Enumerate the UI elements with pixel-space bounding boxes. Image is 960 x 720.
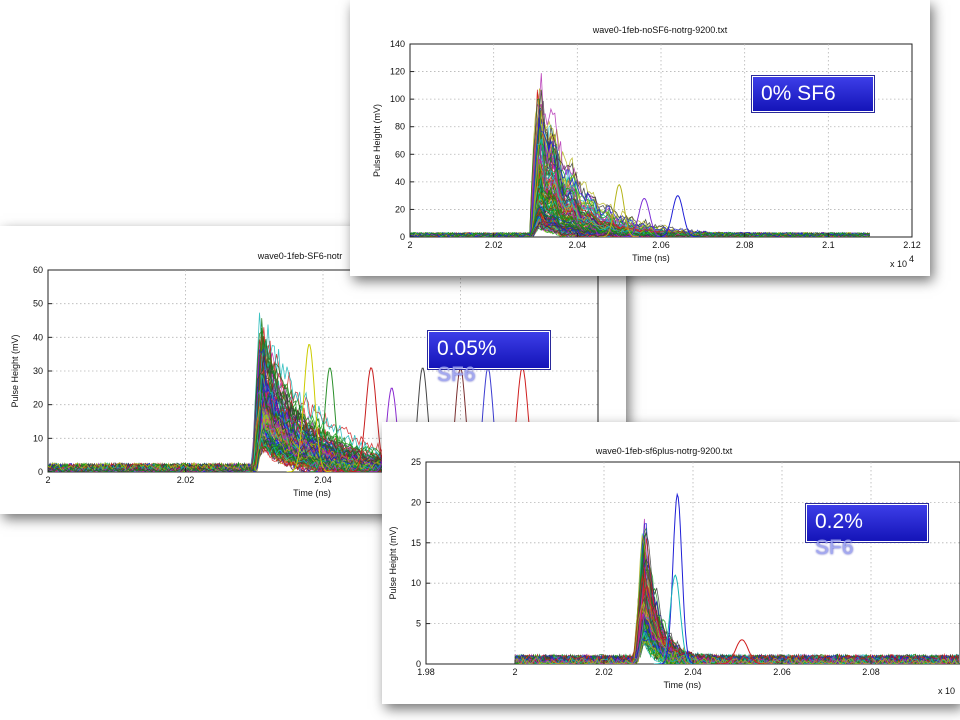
x-tick-label: 2.04: [684, 667, 702, 677]
chart-title: wave0-1feb-noSF6-notrg-9200.txt: [592, 25, 728, 35]
y-tick-label: 20: [33, 400, 43, 410]
y-axis-label: Pulse Height (mV): [372, 104, 382, 177]
x-tick-label: 2.12: [903, 240, 921, 250]
label-0pct-sf6: 0% SF6: [751, 75, 875, 113]
x-tick-label: 1.98: [417, 667, 435, 677]
chart-panel-nosf6: wave0-1feb-noSF6-notrg-9200.txt 2 2.02 2.04…: [350, 0, 930, 276]
trace-line: [410, 123, 870, 237]
y-tick-label: 40: [33, 332, 43, 342]
y-tick-label: 10: [33, 433, 43, 443]
x-tick-label: 2: [407, 240, 412, 250]
chart-nosf6: wave0-1feb-noSF6-notrg-9200.txt 2 2.02 2.04…: [372, 25, 921, 269]
chart-sf6plus: wave0-1feb-sf6plus-notrg-9200.txt 1.98 2 2.…: [388, 446, 960, 696]
y-tick-label: 20: [411, 497, 421, 507]
label-005pct-sf6-text: 0.05%: [437, 337, 497, 360]
secondary-pulse: [599, 184, 639, 237]
secondary-pulse: [655, 195, 700, 237]
x-tick-label: 2.02: [485, 240, 503, 250]
secondary-pulse: [621, 197, 667, 237]
x-tick-label: 2.08: [862, 667, 880, 677]
trace-line: [410, 193, 870, 237]
label-005pct-sf6: 0.05% SF6: [427, 330, 551, 386]
y-tick-label: 0: [416, 659, 421, 669]
y-axis-label: Pulse Height (mV): [388, 526, 398, 599]
trace-line: [514, 575, 959, 664]
y-tick-label: 25: [411, 457, 421, 467]
y-tick-label: 30: [33, 366, 43, 376]
y-tick-label: 120: [390, 67, 405, 77]
trace-line: [514, 631, 959, 664]
x-tick-label: 2.06: [652, 240, 670, 250]
y-tick-label: 40: [395, 177, 405, 187]
y-tick-label: 100: [390, 94, 405, 104]
label-02pct-sf6: 0.2% SF6: [805, 503, 929, 559]
label-005pct-sf6-sub: SF6: [437, 363, 476, 386]
x-tick-label: 2.06: [773, 667, 791, 677]
y-tick-label: 80: [395, 122, 405, 132]
y-tick-label: 20: [395, 204, 405, 214]
y-tick-label: 10: [411, 578, 421, 588]
x-tick-label: 2.04: [569, 240, 587, 250]
x-multiplier: x 10: [938, 686, 955, 696]
x-axis-label: Time (ns): [293, 488, 331, 498]
label-0pct-sf6-text: 0% SF6: [761, 82, 836, 105]
x-tick-label: 2.04: [314, 475, 332, 485]
y-tick-label: 140: [390, 39, 405, 49]
x-tick-label: 2: [512, 667, 517, 677]
traces: [514, 492, 959, 664]
y-tick-label: 60: [33, 265, 43, 275]
label-02pct-sf6-text: 0.2%: [815, 510, 863, 533]
y-tick-label: 0: [38, 467, 43, 477]
y-tick-label: 50: [33, 299, 43, 309]
x-multiplier: x 10: [890, 259, 907, 269]
x-tick-label: 2.02: [595, 667, 613, 677]
y-tick-label: 0: [400, 232, 405, 242]
x-tick-label: 2.02: [177, 475, 195, 485]
x-tick-label: 2.1: [822, 240, 835, 250]
y-tick-label: 15: [411, 538, 421, 548]
chart-panel-sf6plus: wave0-1feb-sf6plus-notrg-9200.txt 1.98 2 2.…: [382, 422, 960, 704]
y-tick-label: 60: [395, 149, 405, 159]
secondary-pulse: [715, 639, 769, 664]
traces: [410, 73, 870, 237]
x-axis-label: Time (ns): [663, 680, 701, 690]
chart-title: wave0-1feb-sf6plus-notrg-9200.txt: [595, 446, 733, 456]
secondary-pulse: [309, 367, 351, 472]
x-tick-label: 2: [45, 475, 50, 485]
secondary-pulse: [658, 492, 696, 664]
secondary-pulse: [653, 574, 696, 664]
x-tick-label: 2.08: [736, 240, 754, 250]
secondary-pulse: [286, 344, 332, 472]
y-tick-label: 5: [416, 619, 421, 629]
chart-title: wave0-1feb-SF6-notr: [257, 251, 343, 261]
y-axis-label: Pulse Height (mV): [10, 334, 20, 407]
label-02pct-sf6-sub: SF6: [815, 536, 854, 559]
x-axis-label: Time (ns): [632, 253, 670, 263]
trace-line: [514, 602, 959, 664]
trace-line: [514, 635, 959, 664]
x-multiplier-exponent: 4: [909, 254, 914, 264]
